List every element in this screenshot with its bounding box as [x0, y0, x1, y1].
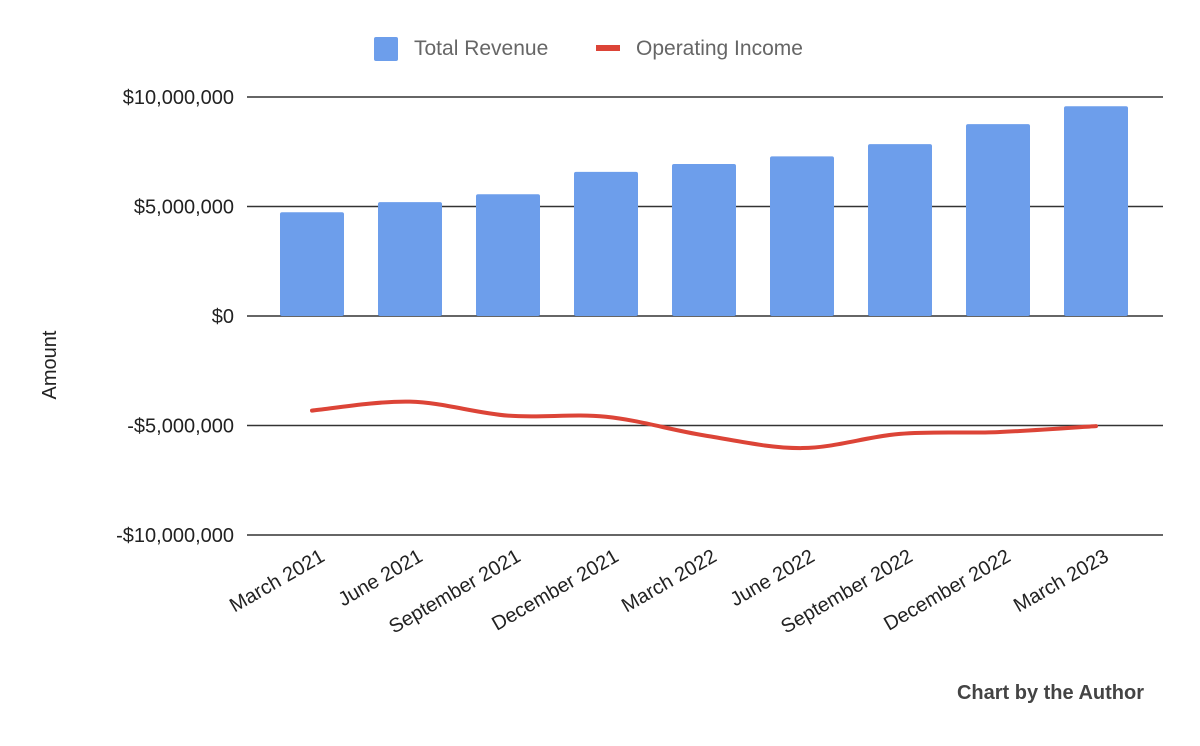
bar-total-revenue [672, 164, 736, 316]
legend-label-operating-income: Operating Income [636, 37, 803, 60]
x-tick-label: March 2021 [226, 545, 328, 617]
x-tick-label: June 2022 [727, 545, 819, 611]
bar-total-revenue [1064, 106, 1128, 316]
x-tick-label: March 2023 [1010, 545, 1112, 617]
bar-total-revenue [966, 124, 1030, 316]
bar-total-revenue [770, 156, 834, 316]
x-tick-label: June 2021 [335, 545, 427, 611]
bar-total-revenue [378, 202, 442, 316]
y-tick-label: -$5,000,000 [127, 416, 234, 438]
line-operating-income [310, 399, 1098, 451]
x-tick-label: March 2022 [618, 545, 720, 617]
bar-total-revenue [476, 194, 540, 316]
chart-credit: Chart by the Author [957, 682, 1144, 704]
y-axis-label: Amount [39, 330, 61, 399]
y-tick-label: $10,000,000 [123, 87, 234, 109]
y-tick-label: $0 [212, 306, 234, 328]
bar-total-revenue [574, 171, 638, 316]
bar-total-revenue [868, 144, 932, 316]
y-tick-label: $5,000,000 [134, 197, 234, 219]
y-tick-label: -$10,000,000 [116, 525, 234, 547]
legend-label-total-revenue: Total Revenue [414, 37, 548, 60]
legend-swatch-total-revenue [374, 37, 398, 61]
bar-total-revenue [280, 212, 344, 316]
legend-swatch-operating-income [596, 45, 620, 51]
